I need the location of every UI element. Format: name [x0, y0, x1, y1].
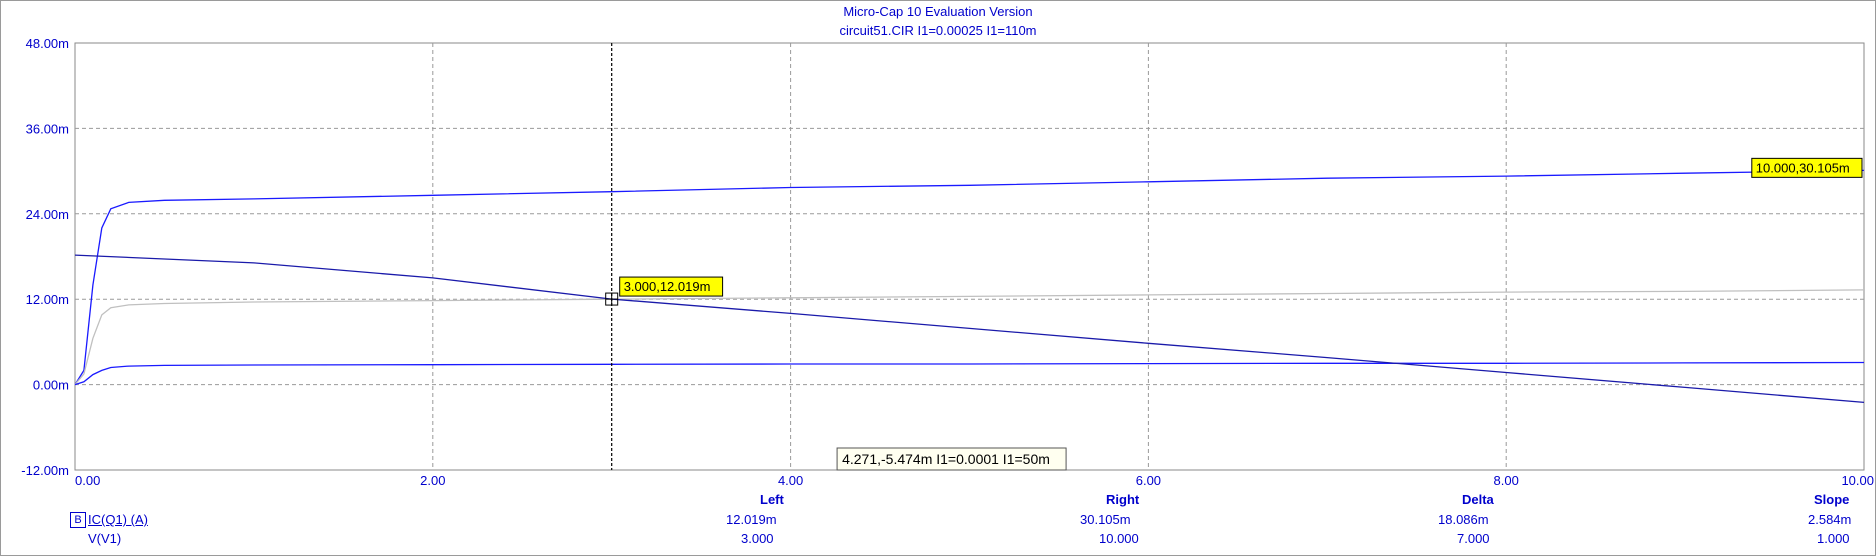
marker-label-box — [619, 276, 724, 297]
x-tick-label: 8.00 — [1494, 473, 1519, 488]
readout-header-left: Left — [760, 492, 784, 507]
series-line-2 — [74, 289, 1865, 386]
app-title: Micro-Cap 10 Evaluation Version — [843, 4, 1033, 19]
x-tick-label: 6.00 — [1136, 473, 1161, 488]
x-tick-label: 4.00 — [778, 473, 803, 488]
readout-value: 1.000 — [1817, 531, 1850, 546]
readout-value: 3.000 — [741, 531, 774, 546]
series-line-4 — [74, 254, 1865, 404]
readout-value: 2.584m — [1808, 512, 1852, 527]
y-tick-label: 48.00m — [26, 36, 69, 51]
series-line-1 — [74, 169, 1865, 385]
marker-label: 3.000,12.019m — [624, 279, 711, 294]
analysis-chart[interactable]: 0.00 2.00 4.00 6.00 8.00 10.00 -12.00m 0.00m 12.… — [0, 0, 1876, 500]
readout-value: 12.019m — [726, 512, 777, 527]
y-tick-label: 12.00m — [26, 292, 69, 307]
y-tick-label: 24.00m — [26, 207, 69, 222]
readout-value: 30.105m — [1080, 512, 1131, 527]
marker-label: 10.000,30.105m — [1756, 160, 1850, 175]
hover-tooltip: 4.271,-5.474m I1=0.0001 I1=50m — [842, 451, 1050, 467]
marker-label-box — [1751, 157, 1863, 178]
circuit-subtitle: circuit51.CIR I1=0.00025 I1=110m — [839, 23, 1037, 38]
y-tick-label: 0.00m — [33, 378, 69, 393]
readout-value: 10.000 — [1099, 531, 1139, 546]
y-tick-label: 36.00m — [26, 121, 69, 136]
hover-tooltip-box — [836, 447, 1067, 471]
x-tick-label: 0.00 — [75, 473, 100, 488]
readout-value: 18.086m — [1438, 512, 1489, 527]
branch-badge[interactable]: B — [70, 512, 86, 528]
y-tick-label: -12.00m — [21, 463, 69, 478]
trace-label-ic[interactable]: IC(Q1) (A) — [88, 512, 148, 527]
x-tick-label: 10.00 — [1841, 473, 1874, 488]
plot-area — [74, 42, 1865, 471]
series-line-3 — [74, 361, 1865, 386]
trace-label-v[interactable]: V(V1) — [88, 531, 122, 546]
readout-header-right: Right — [1106, 492, 1140, 507]
x-tick-label: 2.00 — [420, 473, 445, 488]
readout-value: 7.000 — [1457, 531, 1490, 546]
readout-header-delta: Delta — [1462, 492, 1494, 507]
readout-header-slope: Slope — [1814, 492, 1850, 507]
